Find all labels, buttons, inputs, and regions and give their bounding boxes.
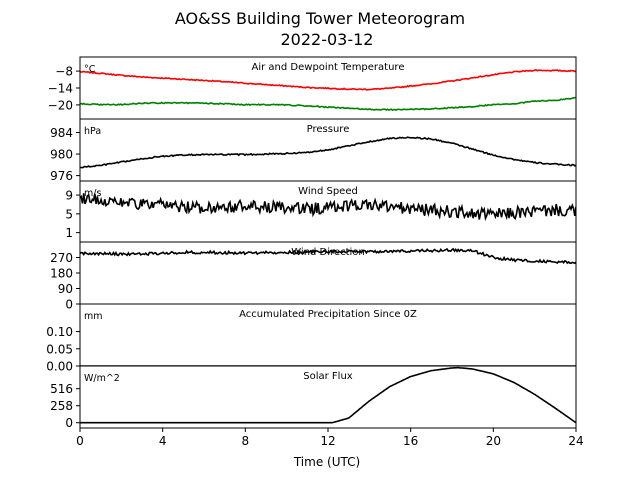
panels-group: −8 −14 −20 °C Air and Dewpoint Temperature 97…: [46, 56, 577, 430]
panel-title-precip: Accumulated Precipitation Since 0Z: [239, 309, 417, 320]
y-tick-label-solar: 258: [50, 399, 73, 413]
x-axis-label: Time (UTC): [293, 455, 360, 469]
y-tick-label-precip: 0.00: [46, 360, 73, 374]
x-tick-label: 20: [486, 434, 501, 448]
panel-unit-precip: mm: [84, 311, 103, 322]
panel-wind_speed: 1 5 9 m/s Wind Speed: [65, 180, 577, 243]
y-tick-label-precip: 0.05: [46, 342, 73, 356]
y-tick-label-wind_direction: 0: [65, 298, 73, 312]
y-tick-label-wind_speed: 1: [65, 226, 73, 240]
series-line-wind_direction-0: [80, 247, 576, 265]
panel-title-wind_direction: Wind Direction: [291, 247, 365, 258]
x-axis: 0 4 8 12 16 20 24: [76, 428, 584, 448]
panel-title-wind_speed: Wind Speed: [298, 186, 358, 197]
series-line-temp-0: [80, 69, 576, 91]
panel-precip: 0.00 0.05 0.10 mm Accumulated Precipitation …: [46, 303, 577, 374]
y-tick-label-temp: −14: [48, 82, 73, 96]
y-tick-label-pressure: 976: [50, 169, 73, 183]
series-line-pressure-0: [80, 136, 576, 169]
y-tick-label-solar: 0: [65, 416, 73, 430]
panel-unit-pressure: hPa: [84, 126, 101, 137]
y-tick-label-pressure: 980: [50, 148, 73, 162]
panel-unit-temp: °C: [84, 64, 96, 75]
x-tick-label: 8: [242, 434, 250, 448]
y-tick-label-wind_speed: 5: [65, 207, 73, 221]
panel-title-pressure: Pressure: [307, 124, 350, 135]
y-tick-label-wind_direction: 270: [50, 251, 73, 265]
panel-solar: 0 258 516 W/m^2 Solar Flux: [50, 365, 577, 430]
x-tick-label: 16: [403, 434, 418, 448]
panel-title-solar: Solar Flux: [303, 371, 353, 382]
x-tick-label: 12: [320, 434, 335, 448]
series-line-solar-0: [80, 366, 576, 424]
figure-title-line2: 2022-03-12: [281, 30, 374, 49]
panel-temp: −8 −14 −20 °C Air and Dewpoint Temperature: [48, 56, 577, 120]
panel-pressure: 976 980 984 hPa Pressure: [50, 118, 577, 183]
x-tick-label: 24: [568, 434, 583, 448]
panel-title-temp: Air and Dewpoint Temperature: [252, 62, 405, 73]
figure-title-line1: AO&SS Building Tower Meteorogram: [175, 9, 465, 28]
x-tick-label: 4: [159, 434, 167, 448]
y-tick-label-solar: 516: [50, 382, 73, 396]
y-tick-label-wind_speed: 9: [65, 189, 73, 203]
y-tick-label-wind_direction: 90: [58, 282, 73, 296]
y-tick-label-pressure: 984: [50, 126, 73, 140]
series-line-temp-1: [80, 96, 576, 112]
y-tick-label-precip: 0.10: [46, 325, 73, 339]
y-tick-label-temp: −20: [48, 98, 73, 112]
y-tick-label-temp: −8: [55, 65, 73, 79]
y-tick-label-wind_direction: 180: [50, 267, 73, 281]
panel-unit-wind_speed: m/s: [84, 188, 101, 199]
x-tick-label: 0: [76, 434, 84, 448]
panel-unit-solar: W/m^2: [84, 373, 120, 384]
series-line-wind_speed-0: [80, 193, 576, 222]
